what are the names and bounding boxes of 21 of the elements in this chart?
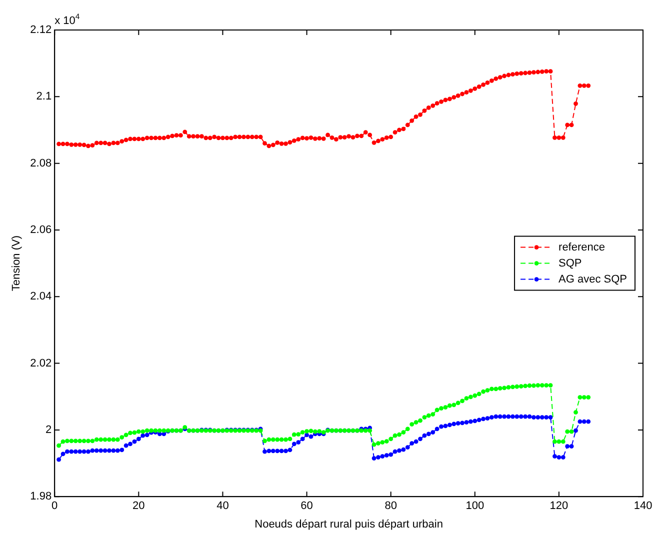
- legend-label: SQP: [558, 257, 582, 270]
- x-tick-label: 20: [132, 500, 145, 512]
- x-tick-label: 80: [384, 500, 397, 512]
- y-tick-label: 2.02: [30, 357, 52, 370]
- y-tick-label: 2.1: [36, 90, 52, 103]
- legend-label: reference: [558, 241, 606, 254]
- y-tick-label: 2.04: [30, 290, 52, 303]
- x-tick-label: 120: [550, 500, 568, 512]
- y-tick-label: 2.12: [30, 24, 52, 36]
- y-tick-label: 2.06: [30, 224, 52, 236]
- legend-label: AG avec SQP: [558, 273, 628, 286]
- x-tick-label: 140: [634, 500, 652, 512]
- x-tick-label: 100: [466, 500, 484, 512]
- x-tick-label: 60: [300, 500, 313, 512]
- y-tick-label: 2: [45, 424, 52, 436]
- x-tick-label: 0: [52, 500, 58, 512]
- x-tick-label: 40: [216, 500, 229, 512]
- y-tick-label: 2.08: [30, 157, 52, 170]
- x-axis-title: Noeuds départ rural puis départ urbain: [254, 518, 443, 530]
- y-axis-title: Tension (V): [10, 235, 23, 292]
- y-tick-label: 1.98: [30, 490, 52, 503]
